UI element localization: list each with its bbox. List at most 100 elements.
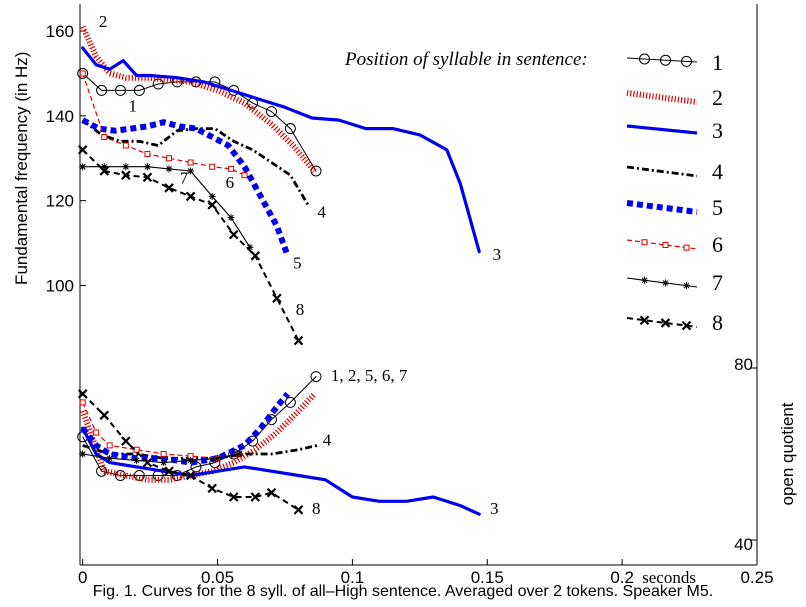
legend: Position of syllable in sentence: 1 2 3 4 5 6 7…: [344, 49, 723, 335]
legend-item-1: 1: [626, 50, 723, 75]
oq-line-3: [81, 426, 481, 516]
oq-series-5: [80, 391, 291, 466]
f0-point-1: [310, 165, 322, 177]
oq-point-6: [133, 446, 140, 453]
oq-point-6: [160, 451, 167, 457]
f0-curve-label-1: 1: [129, 97, 138, 116]
oq-point-8: [207, 483, 217, 494]
legend-swatch: [626, 124, 698, 135]
oq-series-3: [81, 426, 481, 516]
oq-point-7: [187, 456, 195, 464]
oq-point-8: [99, 410, 110, 421]
f0-line-6: [82, 73, 245, 176]
legend-label: 6: [712, 232, 723, 257]
legend-label: 3: [712, 118, 723, 143]
f0-series-2: [79, 25, 317, 173]
f0-series-6: [79, 70, 248, 179]
f0-point-8: [250, 251, 261, 261]
oq-point-8: [228, 492, 239, 502]
legend-label: 8: [712, 310, 723, 335]
f0-point-8: [77, 144, 88, 155]
f0-point-7: [165, 165, 173, 173]
f0-point-1: [284, 123, 296, 135]
f0-tick-label: 100: [46, 277, 74, 296]
f0-point-7: [208, 192, 216, 200]
oq-curve-label: 8: [312, 499, 321, 518]
f0-point-6: [166, 155, 173, 162]
f0-point-6: [209, 163, 216, 170]
f0-point-8: [228, 229, 239, 240]
legend-title: Position of syllable in sentence:: [344, 49, 588, 70]
f0-point-6: [79, 70, 86, 77]
legend-marker: [641, 239, 648, 246]
oq-line-2: [79, 391, 317, 483]
f0-line-1: [82, 72, 317, 172]
oq-series-2: [79, 391, 317, 483]
x-tick-label: 0.2: [610, 568, 634, 583]
f0-point-1: [266, 106, 278, 118]
f0-point-1: [96, 84, 108, 96]
f0-point-1: [133, 84, 145, 96]
legend-marker: [681, 55, 692, 67]
oq-point-6: [93, 429, 100, 436]
oq-point-8: [121, 436, 131, 446]
figure-caption: Fig. 1. Curves for the 8 syll. of all–Hi…: [92, 583, 714, 600]
legend-label: 5: [712, 195, 723, 220]
oq-point-8: [185, 470, 196, 481]
f0-series-8: [77, 144, 304, 346]
legend-swatch: [626, 57, 698, 63]
legend-item-5: 5: [626, 195, 723, 220]
legend-label: 4: [712, 159, 723, 184]
oq-point-6: [79, 399, 86, 406]
oq-axis-title: open quotient: [778, 402, 797, 505]
legend-swatch: [626, 90, 698, 105]
oq-point-8: [164, 466, 174, 476]
f0-series-4: [81, 118, 311, 208]
x-tick-label: 0: [78, 568, 87, 583]
legend-label: 1: [712, 50, 723, 75]
oq-point-7: [214, 454, 222, 462]
oq-line-5: [80, 391, 291, 466]
f0-line-8: [81, 149, 300, 342]
f0-line-3: [81, 46, 481, 254]
oq-tick-label: 40: [734, 535, 753, 554]
legend-item-4: 4: [626, 159, 723, 184]
legend-marker: [662, 279, 669, 287]
legend-swatch: [626, 200, 698, 215]
oq-curve-label: 4: [323, 430, 332, 449]
f0-point-6: [241, 172, 248, 179]
oq-point-7: [160, 459, 168, 467]
f0-point-8: [185, 191, 196, 202]
f0-curve-label-2: 2: [99, 12, 108, 31]
oq-point-6: [106, 442, 113, 449]
legend-swatch: [626, 317, 698, 328]
f0-point-7: [246, 243, 254, 251]
legend-item-6: 6: [626, 232, 723, 257]
oq-series-8: [77, 389, 304, 515]
legend-item-2: 2: [626, 85, 723, 110]
f0-series-7: [79, 163, 254, 251]
chart: 0 0.05 0.1 0.15 0.2 0.25seconds100120140160Fu…: [12, 4, 797, 583]
oq-point-1: [310, 371, 322, 383]
f0-point-8: [121, 170, 131, 180]
legend-marker: [681, 320, 692, 331]
f0-point-8: [207, 200, 217, 210]
f0-curve-label-3: 3: [493, 245, 502, 264]
oq-line-8: [81, 393, 300, 511]
oq-point-7: [79, 450, 87, 458]
f0-point-6: [101, 134, 108, 141]
legend-item-3: 3: [626, 118, 723, 143]
f0-point-7: [79, 163, 87, 171]
f0-curve-label-8: 8: [296, 300, 305, 319]
oq-point-7: [133, 456, 141, 464]
f0-point-8: [272, 293, 282, 304]
legend-label: 7: [712, 270, 723, 295]
f0-point-6: [187, 159, 194, 166]
oq-point-8: [293, 505, 304, 515]
oq-point-8: [250, 492, 261, 502]
oq-curve-label: 3: [490, 499, 499, 518]
f0-point-7: [122, 163, 130, 171]
oq-series-7: [79, 450, 243, 467]
f0-line-2: [79, 25, 317, 173]
oq-point-7: [235, 450, 243, 458]
